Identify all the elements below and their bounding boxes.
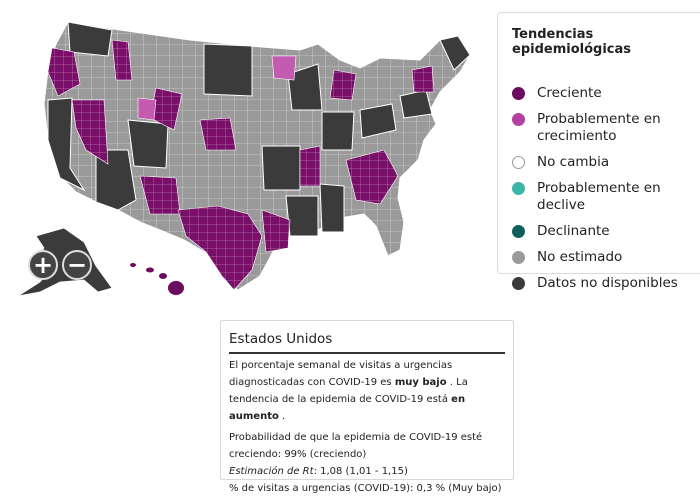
legend-label: No estimado [537,249,623,265]
legend-item[interactable]: No estimado [512,249,700,266]
legend-swatch-icon [512,277,525,290]
probability-line-2: creciendo: 99% (creciendo) [229,449,367,460]
legend-list: Creciente Probablemente en crecimiento No … [512,85,700,292]
legend-label: Creciente [537,85,602,101]
increasing-regions [47,39,435,291]
legend-swatch-icon [512,182,525,195]
level-highlight: muy bajo [394,377,447,388]
legend-label: Declinante [537,223,610,239]
legend-swatch-icon [512,225,525,238]
rt-line: Estimación de Rt: 1,08 (1,01 - 1,15) [229,463,505,480]
legend-swatch-icon [512,87,525,100]
legend-swatch-icon [512,156,525,169]
legend-item[interactable]: Probablemente en crecimiento [512,111,700,145]
hawaii [130,263,184,295]
legend-title: Tendencias epidemiológicas [512,27,631,57]
zoom-in-button[interactable]: + [28,250,58,280]
info-details: Probabilidad de que la epidemia de COVID… [229,429,505,497]
info-title: Estados Unidos [229,331,505,354]
trend-highlight: en aumento [229,394,466,422]
legend-swatch-icon [512,251,525,264]
info-summary: El porcentaje semanal de visitas a urgen… [229,360,468,422]
legend-label: No cambia [537,154,610,170]
legend-panel: Tendencias epidemiológicas Creciente Prob… [497,12,700,291]
legend-item[interactable]: Declinante [512,223,700,240]
legend-item[interactable]: Datos no disponibles [512,275,700,292]
rt-value: : 1,08 (1,01 - 1,15) [313,466,408,477]
info-panel: Estados Unidos El porcentaje semanal de … [220,320,514,494]
legend-label: Probablemente en declive [537,180,661,213]
probability-line-1: Probabilidad de que la epidemia de COVID… [229,432,483,443]
legend-label: Probablemente en crecimiento [537,111,661,144]
likely-increasing-regions [137,55,297,121]
zoom-out-button[interactable]: − [62,250,92,280]
legend-label: Datos no disponibles [537,275,678,291]
no-data-regions [47,21,471,237]
us-county-map[interactable] [0,0,495,300]
rt-label: Estimación de Rt [229,466,314,477]
legend-item[interactable]: Creciente [512,85,700,102]
legend-item[interactable]: Probablemente en declive [512,180,700,214]
legend-item[interactable]: No cambia [512,154,700,171]
legend-swatch-icon [512,113,525,126]
visits-line: % de visitas a urgencias (COVID-19): 0,3… [229,483,502,494]
